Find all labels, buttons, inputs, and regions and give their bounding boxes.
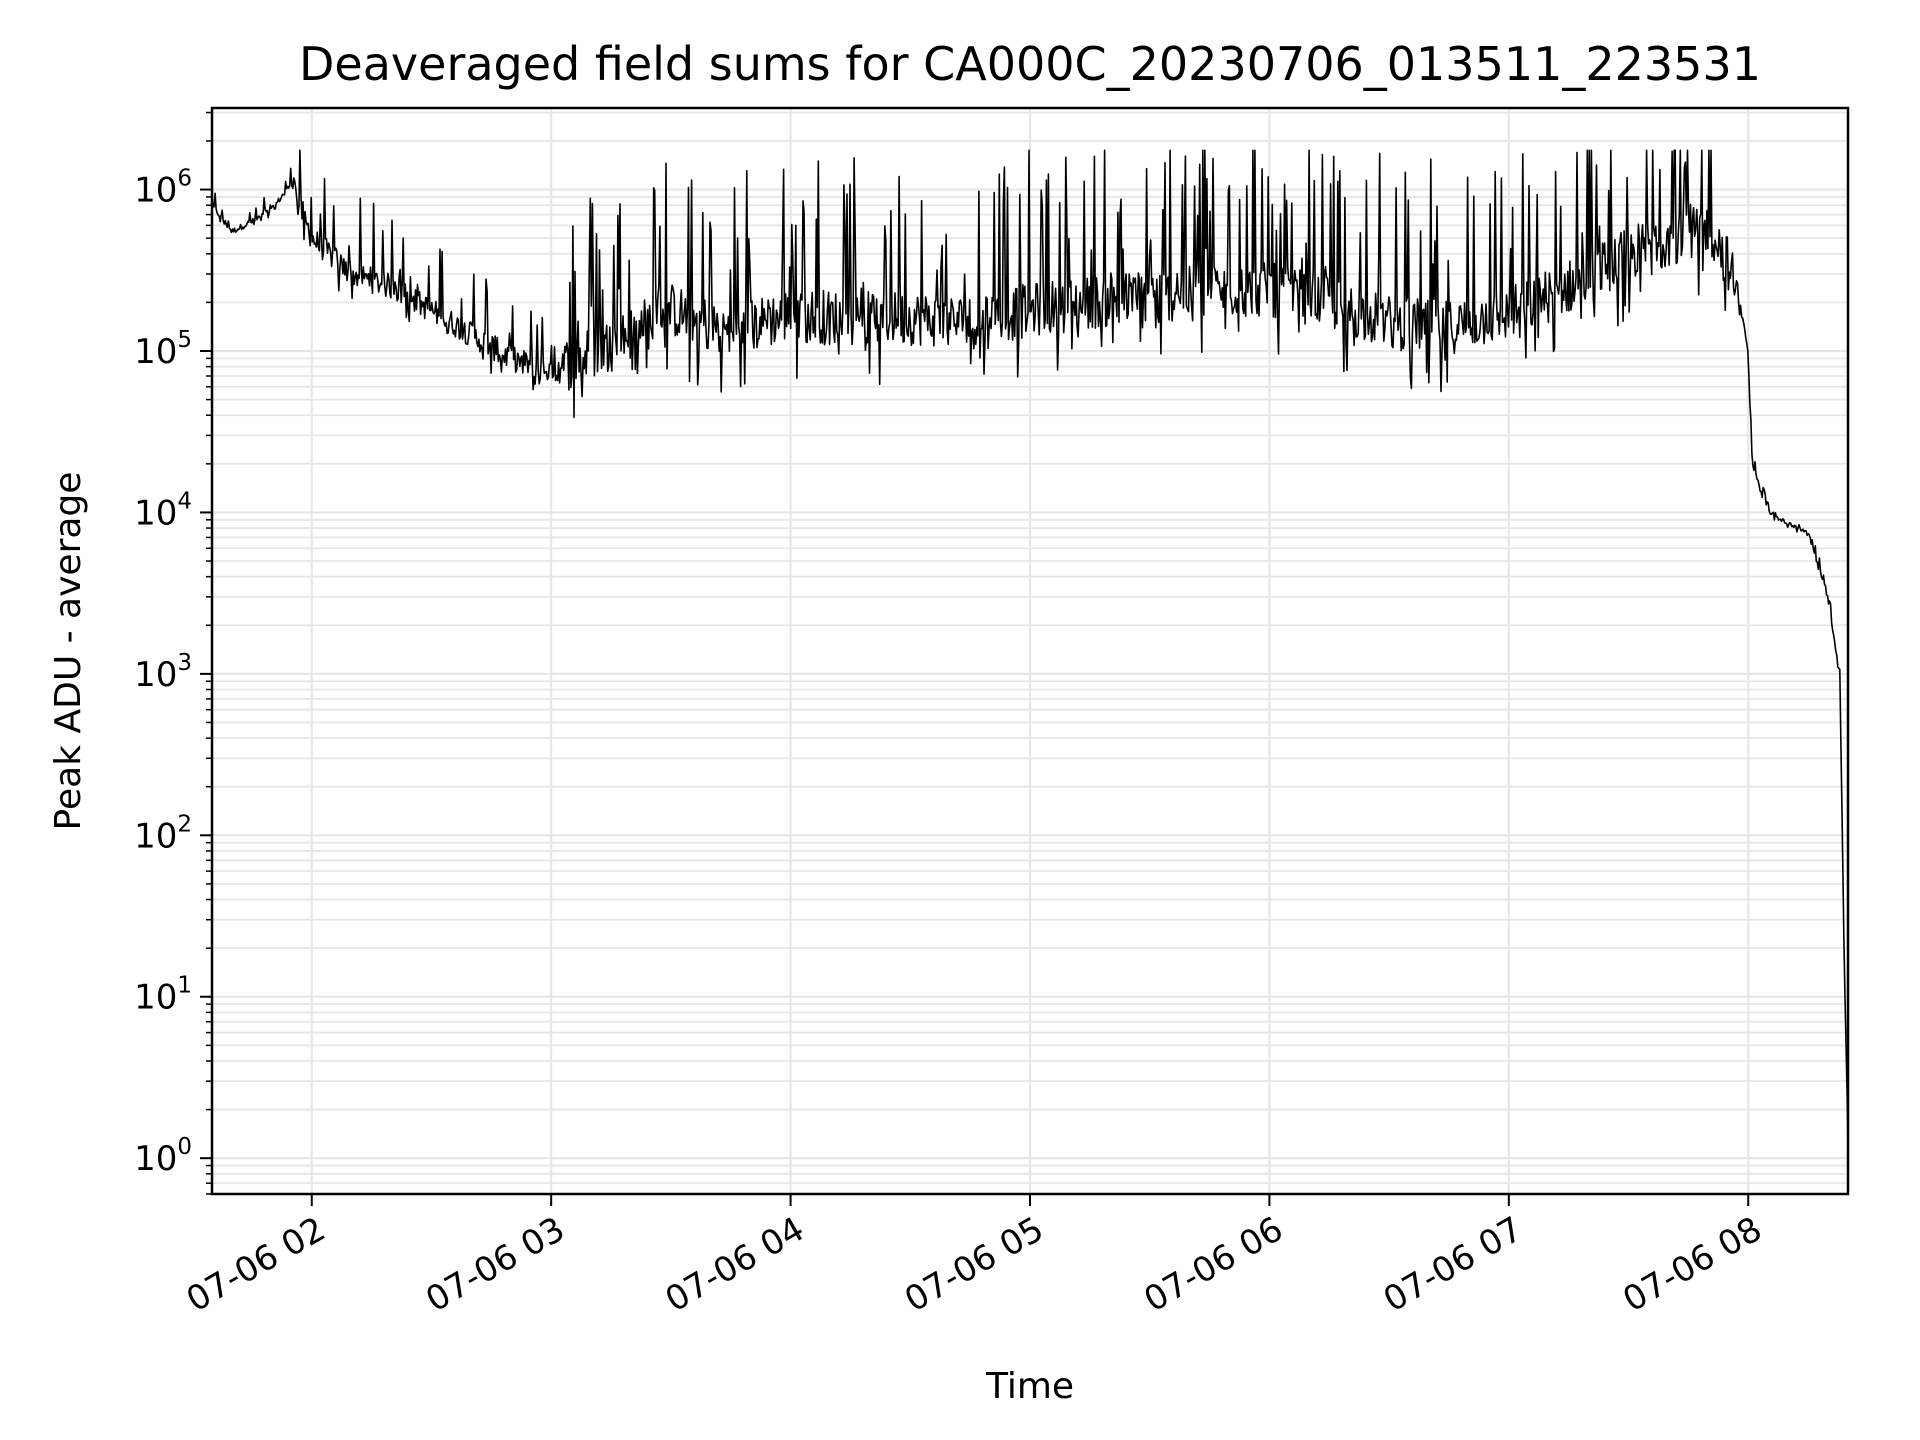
y-axis-label: Peak ADU - average [48, 472, 89, 831]
x-tick-label: 07-06 06 [1138, 1209, 1290, 1320]
y-tick-label: 101 [134, 973, 192, 1018]
chart-title: Deaveraged field sums for CA000C_2023070… [299, 37, 1761, 91]
y-tick-label: 103 [134, 650, 192, 695]
x-axis-label: Time [985, 1366, 1074, 1407]
y-tick-label: 106 [134, 166, 192, 211]
x-tick-label: 07-06 02 [180, 1209, 332, 1320]
x-axis-ticks: 07-06 02 07-06 03 07-06 04 07-06 05 07-06 06… [180, 1194, 1769, 1320]
y-axis-ticks: 100 101 102 103 104 105 106 [134, 111, 212, 1195]
y-tick-label: 100 [134, 1134, 192, 1179]
x-tick-label: 07-06 03 [419, 1209, 571, 1320]
x-tick-label: 07-06 05 [898, 1209, 1050, 1320]
series-line [211, 149, 1849, 1142]
x-tick-label: 07-06 07 [1377, 1209, 1529, 1320]
y-tick-label: 104 [134, 488, 192, 533]
y-tick-label: 105 [134, 327, 192, 372]
y-tick-label: 102 [134, 811, 192, 856]
x-tick-label: 07-06 08 [1616, 1209, 1768, 1320]
x-tick-label: 07-06 04 [659, 1209, 811, 1320]
